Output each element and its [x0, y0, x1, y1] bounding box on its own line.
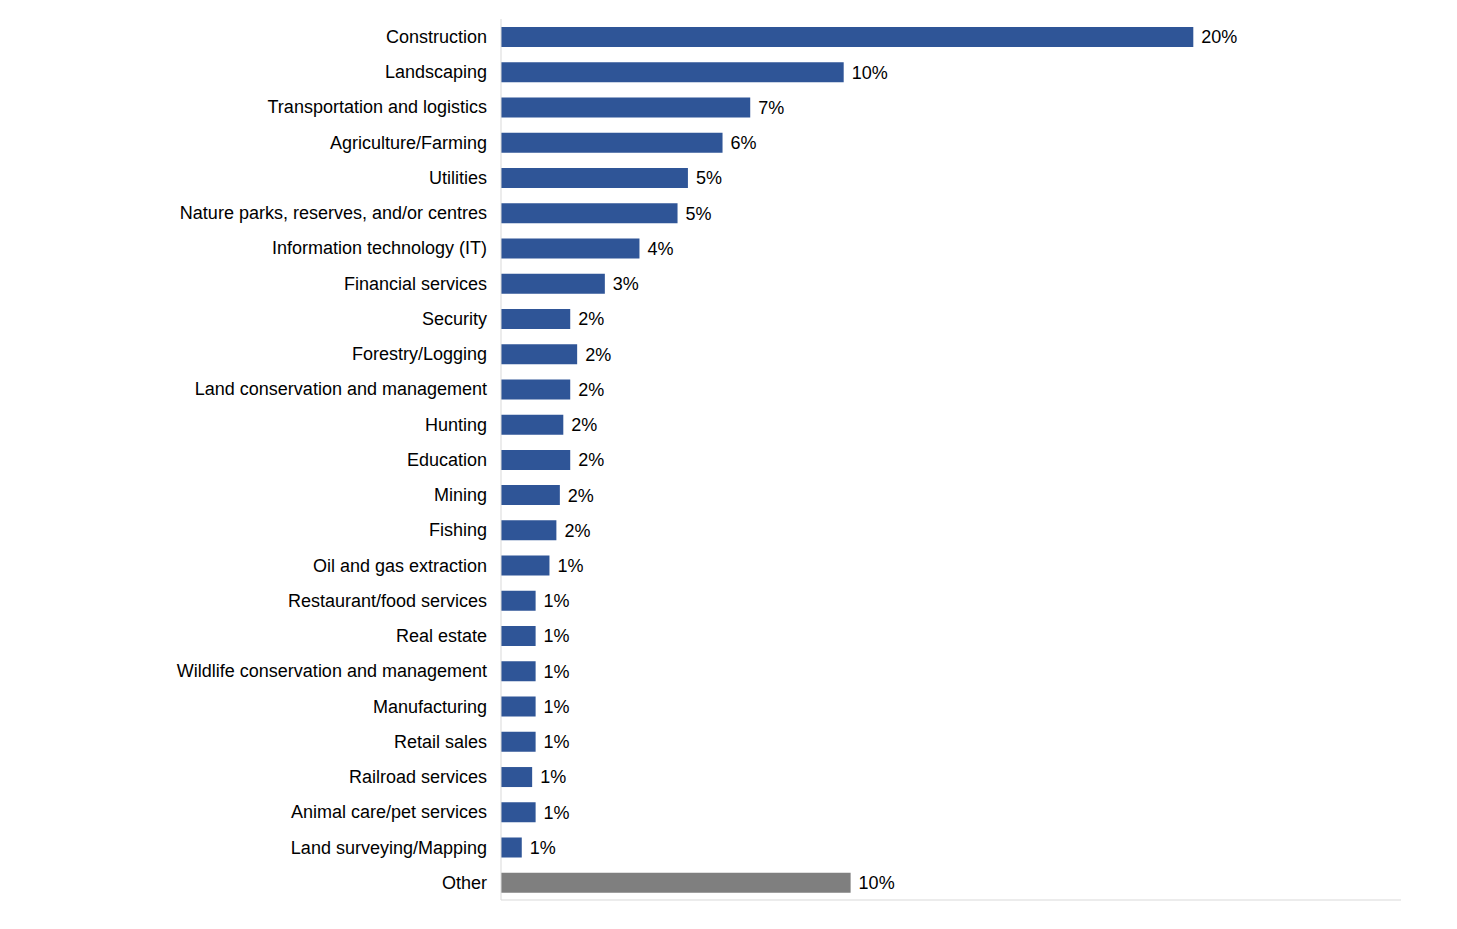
svg-text:Transportation and logistics: Transportation and logistics [268, 97, 487, 117]
svg-text:Land conservation and manageme: Land conservation and management [195, 379, 487, 399]
svg-text:5%: 5% [686, 204, 712, 224]
svg-text:1%: 1% [544, 732, 570, 752]
svg-text:Financial services: Financial services [344, 274, 487, 294]
svg-text:1%: 1% [530, 838, 556, 858]
svg-text:4%: 4% [647, 239, 673, 259]
svg-text:Railroad services: Railroad services [349, 767, 487, 787]
svg-text:Security: Security [422, 309, 487, 329]
svg-text:Fishing: Fishing [429, 520, 487, 540]
svg-text:Real estate: Real estate [396, 626, 487, 646]
svg-text:Agriculture/Farming: Agriculture/Farming [330, 133, 487, 153]
svg-text:Landscaping: Landscaping [385, 62, 487, 82]
svg-text:1%: 1% [544, 697, 570, 717]
svg-text:Hunting: Hunting [425, 415, 487, 435]
svg-text:2%: 2% [585, 345, 611, 365]
svg-text:1%: 1% [544, 662, 570, 682]
svg-text:Wildlife conservation and mana: Wildlife conservation and management [177, 661, 487, 681]
svg-text:20%: 20% [1201, 27, 1237, 47]
svg-text:2%: 2% [568, 486, 594, 506]
svg-text:6%: 6% [731, 133, 757, 153]
svg-text:Nature parks, reserves, and/or: Nature parks, reserves, and/or centres [180, 203, 487, 223]
svg-text:2%: 2% [578, 309, 604, 329]
svg-text:1%: 1% [544, 803, 570, 823]
svg-text:2%: 2% [578, 450, 604, 470]
svg-text:2%: 2% [578, 380, 604, 400]
svg-text:1%: 1% [557, 556, 583, 576]
svg-text:1%: 1% [544, 626, 570, 646]
svg-text:Mining: Mining [434, 485, 487, 505]
svg-text:2%: 2% [564, 521, 590, 541]
svg-text:1%: 1% [544, 591, 570, 611]
svg-text:Land surveying/Mapping: Land surveying/Mapping [291, 838, 487, 858]
svg-text:3%: 3% [613, 274, 639, 294]
svg-text:Information technology (IT): Information technology (IT) [272, 238, 487, 258]
svg-text:2%: 2% [571, 415, 597, 435]
svg-text:Animal care/pet services: Animal care/pet services [291, 802, 487, 822]
svg-text:Forestry/Logging: Forestry/Logging [352, 344, 487, 364]
svg-text:10%: 10% [852, 63, 888, 83]
svg-text:Utilities: Utilities [429, 168, 487, 188]
svg-text:1%: 1% [540, 767, 566, 787]
svg-text:Construction: Construction [386, 27, 487, 47]
svg-text:5%: 5% [696, 168, 722, 188]
svg-text:Oil and gas extraction: Oil and gas extraction [313, 556, 487, 576]
svg-text:Restaurant/food services: Restaurant/food services [288, 591, 487, 611]
svg-text:Retail sales: Retail sales [394, 732, 487, 752]
svg-text:Education: Education [407, 450, 487, 470]
svg-text:7%: 7% [758, 98, 784, 118]
svg-text:Other: Other [442, 873, 487, 893]
svg-text:10%: 10% [859, 873, 895, 893]
svg-text:Manufacturing: Manufacturing [373, 697, 487, 717]
